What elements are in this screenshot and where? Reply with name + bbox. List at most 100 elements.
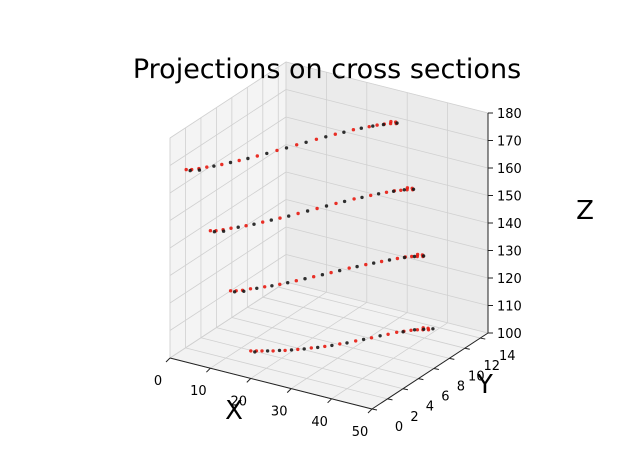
data-point: [338, 342, 342, 346]
x-axis-line: [169, 357, 373, 410]
data-point: [391, 189, 396, 193]
grid-line: [285, 116, 489, 169]
data-point: [305, 209, 310, 213]
data-point: [260, 349, 264, 353]
data-point: [355, 264, 359, 269]
data-point: [287, 214, 291, 218]
data-point: [360, 195, 364, 200]
y-tick-label: 2: [410, 410, 418, 425]
data-point: [367, 125, 371, 129]
data-point: [389, 119, 393, 124]
data-point: [410, 254, 414, 259]
data-point: [316, 345, 320, 350]
y-tick-label: 4: [426, 400, 434, 415]
data-point: [294, 279, 298, 283]
data-point: [342, 199, 347, 204]
grid-line: [169, 89, 287, 166]
data-point: [197, 168, 202, 172]
data-point: [371, 124, 375, 128]
grid-line: [169, 254, 287, 331]
x-tick-mark: [246, 378, 252, 383]
data-point: [229, 226, 233, 230]
data-point: [249, 349, 253, 353]
data-point: [386, 332, 390, 336]
data-point: [387, 258, 392, 262]
y-tick-label: 10: [468, 369, 485, 384]
data-point: [415, 328, 420, 332]
x-tick-mark: [327, 398, 332, 404]
data-point: [324, 204, 329, 208]
data-point: [378, 334, 382, 338]
data-point: [220, 162, 224, 167]
data-point: [347, 266, 351, 270]
data-point: [379, 259, 384, 264]
data-point: [315, 206, 319, 211]
y-tick-label: 12: [484, 359, 501, 374]
data-point: [296, 347, 300, 352]
grid-line: [169, 61, 287, 139]
data-point: [421, 254, 426, 258]
x-tick-label: 20: [231, 394, 248, 409]
chart-title: Projections on cross sections: [133, 54, 521, 85]
data-point: [265, 151, 269, 156]
data-point: [242, 289, 246, 293]
x-axis-label: X: [225, 396, 243, 426]
data-point: [351, 128, 356, 132]
data-point: [334, 201, 338, 206]
data-point: [253, 350, 257, 354]
data-point: [232, 290, 237, 294]
y-tick-mark: [433, 367, 439, 370]
grid-line: [216, 327, 419, 379]
grid-line: [169, 116, 287, 194]
z-tick-label: 130: [497, 245, 522, 260]
data-point: [415, 252, 420, 257]
data-point: [309, 346, 313, 350]
data-point: [345, 341, 349, 345]
data-point: [324, 135, 328, 139]
grid-line: [285, 144, 489, 196]
data-point: [302, 347, 306, 351]
data-point: [395, 330, 399, 334]
y-tick-mark: [402, 388, 409, 391]
grid-line: [290, 312, 408, 389]
data-point: [352, 197, 356, 201]
data-point: [275, 148, 279, 153]
data-point: [284, 146, 289, 150]
y-tick-label: 6: [441, 390, 449, 405]
grid-line: [200, 337, 404, 390]
data-point: [295, 143, 299, 147]
data-point: [333, 132, 337, 136]
data-point: [212, 230, 217, 234]
data-point: [270, 284, 274, 288]
grid-lines: [169, 61, 489, 410]
data-point: [359, 126, 363, 130]
grid-line: [169, 144, 287, 221]
x-tick-label: 0: [154, 374, 162, 389]
data-point: [381, 122, 386, 127]
x-tick-label: 50: [352, 425, 369, 440]
data-point: [271, 349, 275, 353]
x-tick-mark: [367, 408, 373, 414]
data-point: [320, 273, 325, 277]
data-point: [361, 337, 366, 342]
grid-line: [285, 61, 489, 114]
grid-line: [185, 347, 388, 400]
data-point: [369, 193, 373, 198]
data-point: [286, 281, 290, 285]
grid-line: [210, 291, 327, 369]
data-point: [248, 287, 253, 291]
x-tick-mark: [206, 367, 211, 373]
tick-marks: [165, 112, 493, 414]
x-tick-mark: [286, 388, 292, 393]
data-point: [296, 211, 300, 216]
z-axis-label: Z: [576, 196, 594, 226]
z-tick-label: 180: [497, 107, 522, 122]
grid-line: [247, 306, 450, 359]
data-point: [255, 286, 259, 290]
data-point: [375, 123, 379, 127]
z-tick-label: 150: [497, 190, 522, 205]
data-point: [269, 218, 273, 222]
z-tick-label: 110: [497, 300, 522, 315]
data-point: [405, 186, 410, 190]
data-point: [255, 154, 259, 158]
